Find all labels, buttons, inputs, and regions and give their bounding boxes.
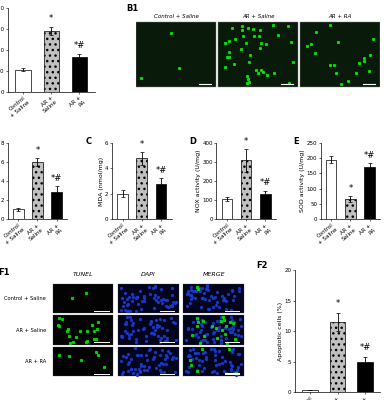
- Text: MERGE: MERGE: [202, 272, 225, 277]
- Text: *: *: [335, 299, 340, 308]
- Text: Control + Saline: Control + Saline: [4, 296, 46, 301]
- Text: *: *: [244, 137, 248, 146]
- Text: E: E: [294, 137, 300, 146]
- Text: *#: *#: [74, 41, 85, 50]
- Text: *: *: [348, 184, 353, 193]
- Text: *#: *#: [359, 343, 371, 352]
- Y-axis label: NOX activity (U/mg): NOX activity (U/mg): [196, 150, 201, 212]
- Bar: [358, 362, 372, 392]
- Text: *#: *#: [260, 178, 271, 188]
- Bar: [156, 184, 166, 219]
- Bar: [32, 162, 43, 219]
- Text: TUNEL: TUNEL: [73, 272, 94, 277]
- Bar: [13, 210, 23, 219]
- Text: *#: *#: [364, 151, 375, 160]
- Y-axis label: SOD activity (U/mg): SOD activity (U/mg): [300, 150, 305, 212]
- Text: AR + Saline: AR + Saline: [242, 14, 275, 19]
- Text: C: C: [85, 137, 91, 146]
- Bar: [222, 199, 232, 219]
- Text: B1: B1: [126, 4, 139, 13]
- Text: AR + RA: AR + RA: [25, 359, 46, 364]
- Bar: [364, 167, 375, 219]
- Text: F2: F2: [257, 261, 268, 270]
- Bar: [72, 57, 87, 92]
- Bar: [260, 194, 271, 219]
- Bar: [51, 192, 62, 219]
- Y-axis label: Apoptotic cells (%): Apoptotic cells (%): [278, 302, 283, 361]
- Bar: [15, 70, 31, 92]
- Bar: [303, 390, 318, 392]
- Bar: [43, 31, 59, 92]
- Bar: [326, 160, 336, 219]
- Text: *#: *#: [156, 166, 167, 176]
- Bar: [117, 194, 128, 219]
- Text: AR + RA: AR + RA: [329, 14, 352, 19]
- Text: *: *: [49, 14, 53, 24]
- Text: F1: F1: [0, 268, 10, 277]
- Y-axis label: MDA (nmol/mg): MDA (nmol/mg): [99, 156, 104, 206]
- Text: D: D: [189, 137, 197, 146]
- Bar: [241, 160, 252, 219]
- Text: AR + Saline: AR + Saline: [16, 328, 46, 332]
- Text: *: *: [140, 140, 144, 149]
- Text: *#: *#: [51, 174, 62, 183]
- Text: *: *: [35, 146, 40, 155]
- Bar: [345, 199, 356, 219]
- Text: Control + Saline: Control + Saline: [154, 14, 199, 19]
- Text: DAPI: DAPI: [141, 272, 156, 277]
- Bar: [136, 158, 147, 219]
- Bar: [330, 322, 345, 392]
